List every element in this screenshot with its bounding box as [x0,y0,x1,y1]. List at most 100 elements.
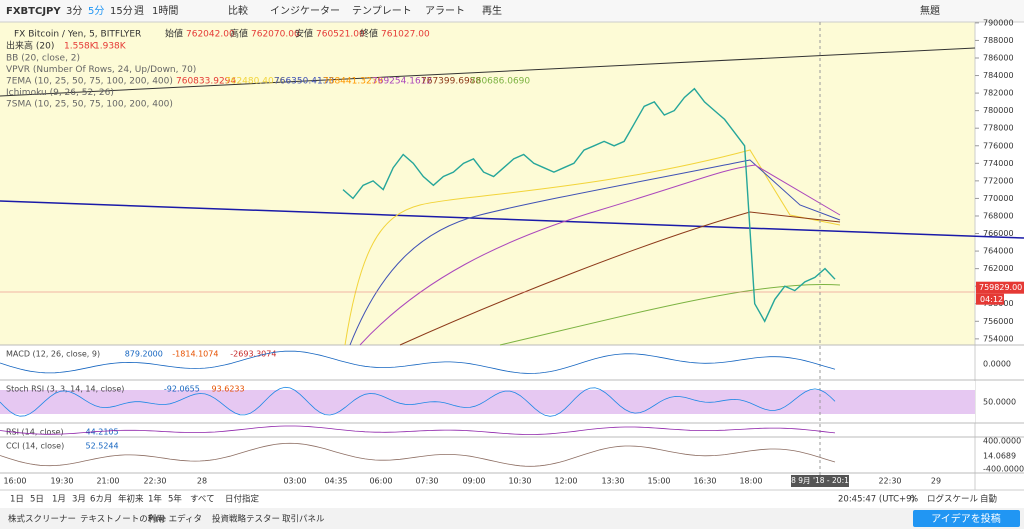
pane-name: RSI (14, close) [6,428,64,437]
trend-line [0,47,976,97]
time-label: 12:00 [554,477,577,486]
indicator-name: 7EMA (10, 25, 50, 75, 100, 200, 400) [6,77,173,87]
price-tick-label: 754000 [983,334,1014,343]
pane-axis-label: -400.0000 [983,465,1024,474]
time-label: 29 [931,477,941,486]
indicator-value: 769254.1612 [372,77,432,87]
indicator-name: Ichimoku (9, 26, 52, 26) [6,88,114,98]
pane-value: 44.2105 [86,428,119,437]
range-button[interactable]: 5日 [30,495,44,505]
time-label: 28 [197,477,207,486]
volume-name: 出来高 (20) [6,40,54,52]
footer-tab[interactable]: 株式スクリーナー [8,514,76,525]
price-tick-label: 776000 [983,141,1014,150]
toolbar-button[interactable]: アラート [425,5,465,17]
range-button[interactable]: 日付指定 [225,494,260,505]
price-tick-label: 766000 [983,229,1014,238]
time-label: 04:35 [324,477,347,486]
footer-tab[interactable]: Pine エディタ [148,514,202,525]
footer-tab[interactable]: テキストノートの利用 [80,514,165,525]
interval[interactable]: 15分 [110,5,133,17]
pane-value: -2693.3074 [230,350,276,359]
interval[interactable]: 5分 [88,5,104,17]
interval[interactable]: 週 [134,5,144,17]
layout-name[interactable]: 無題 [920,4,940,17]
interval[interactable]: 1時間 [152,5,178,17]
price-tick-label: 780000 [983,106,1014,115]
post-idea-label[interactable]: アイデアを投稿 [931,512,1001,525]
ema-curve [359,164,841,346]
legend-title: FX Bitcoin / Yen, 5, BITFLYER [14,30,141,40]
log-toggle[interactable]: ログスケール [927,494,979,505]
current-price-tag [976,281,1024,294]
price-tick-label: 788000 [983,36,1014,45]
ohlc-label: 始値 [165,28,183,40]
footer-bar [0,508,1024,529]
indicator-value: 762480.4076 [225,77,285,87]
footer-tab[interactable]: 投資戦略テスター [212,514,280,525]
price-tick-label: 784000 [983,71,1014,80]
indicator-value: 768441.3239 [323,77,383,87]
range-button[interactable]: 年初来 [118,494,144,505]
crosshair-label: 28 9月 '18 - 20:15 [786,476,854,485]
pane-axis-label: 0.0000 [983,360,1011,369]
footer-tab[interactable]: 取引パネル [282,515,325,525]
time-label: 10:30 [508,477,531,486]
range-button[interactable]: 1年 [148,494,162,505]
toolbar-button[interactable]: 再生 [482,4,502,17]
time-label: 22:30 [143,477,166,486]
ohlc-label: 終値 [360,28,378,40]
clock: 20:45:47 (UTC+9) [838,495,915,505]
ohlc-value: 761027.00 [381,30,430,40]
range-button[interactable]: 3月 [72,495,86,505]
interval[interactable]: 3分 [66,5,82,17]
ema-curve [499,283,841,346]
price-tick-label: 768000 [983,211,1014,220]
ohlc-label: 安値 [295,28,313,40]
range-button[interactable]: 6カ月 [90,495,112,505]
indicator-value: 766350.4133 [274,77,334,87]
price-tick-label: 764000 [983,247,1014,256]
top-toolbar [0,0,1024,22]
ohlc-label: 高値 [230,28,248,40]
time-label: 16:30 [693,477,716,486]
auto-toggle[interactable]: 自動 [980,494,997,505]
range-button[interactable]: すべて [190,495,215,505]
indicator-value: 767399.6988 [421,77,481,87]
pane-axis-label: 400.0000 [983,437,1021,446]
range-button[interactable]: 1月 [52,495,66,505]
range-button[interactable]: 5年 [168,494,182,505]
time-label: 09:00 [462,477,485,486]
post-idea-button[interactable] [913,510,1020,527]
pane-name: MACD (12, 26, close, 9) [6,350,100,359]
toolbar-button[interactable]: インジケーター [270,5,340,17]
time-label: 19:30 [50,477,73,486]
indicator-name: BB (20, close, 2) [6,54,80,64]
indicator-value: 760686.0690 [470,77,530,87]
price-tick-label: 770000 [983,194,1014,203]
price-tick-label: 772000 [983,176,1014,185]
ema-curve [344,149,841,346]
pane-axis-label: 14.0689 [983,452,1016,461]
price-tick-label: 782000 [983,89,1014,98]
range-button[interactable]: 1日 [10,495,24,505]
symbol[interactable]: FXBTCJPY [6,6,61,17]
ohlc-value: 762042.00 [186,30,235,40]
pane-value: 52.5244 [86,442,119,451]
price-line [342,87,836,323]
percent-toggle[interactable]: % [910,495,918,505]
time-label: 16:00 [3,477,26,486]
pane-curve [0,425,836,435]
stoch-band [0,390,975,414]
volume-value: 1.558K [64,42,97,52]
toolbar-button[interactable]: 比較 [228,4,248,17]
ema-curve [349,159,841,346]
pane-curve [0,386,836,417]
price-tick-label: 790000 [983,18,1014,27]
toolbar-button[interactable]: テンプレート [352,5,412,17]
trend-line [0,200,1024,239]
pane-value: -1814.1074 [172,350,218,359]
price-tick-label: 786000 [983,53,1014,62]
pane-curve [0,350,836,374]
